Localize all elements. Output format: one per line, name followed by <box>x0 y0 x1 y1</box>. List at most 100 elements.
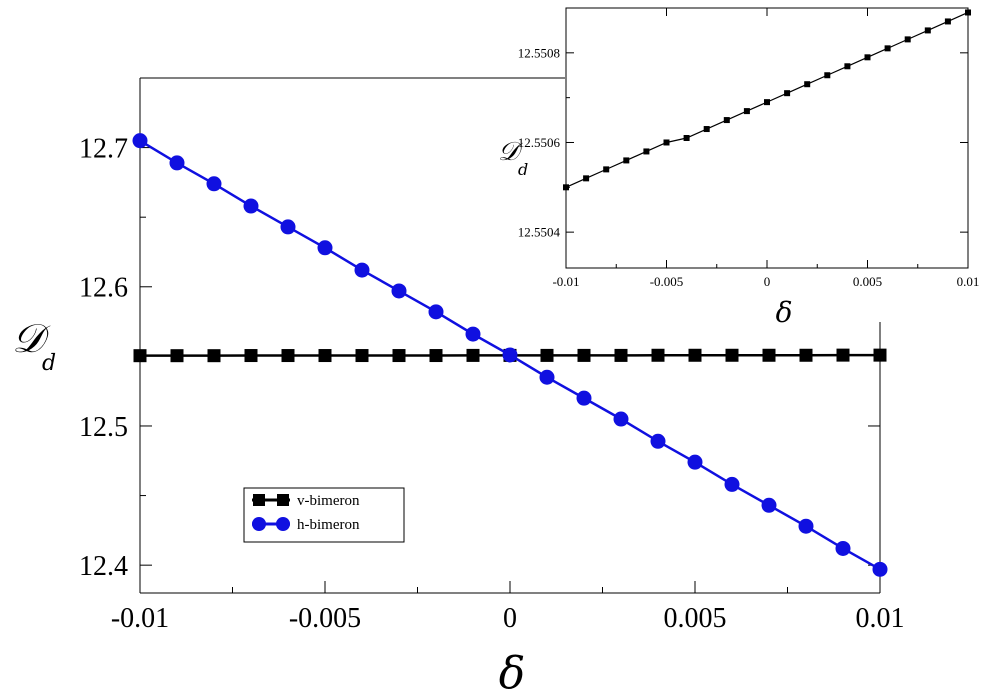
main-series <box>132 133 888 577</box>
data-point <box>429 349 443 363</box>
data-point <box>835 540 851 556</box>
data-point <box>603 166 610 173</box>
data-point <box>784 90 791 97</box>
data-point <box>563 184 569 191</box>
data-point <box>761 497 777 513</box>
x-tick-label: -0.01 <box>111 603 169 634</box>
legend-swatch-circle <box>252 517 266 531</box>
data-point <box>924 27 931 34</box>
legend-swatch-circle <box>276 517 290 531</box>
data-point <box>683 135 690 141</box>
y-tick-label: 12.5506 <box>518 135 561 150</box>
data-point <box>663 139 670 146</box>
data-point <box>540 348 554 362</box>
data-point <box>539 369 555 385</box>
legend-box <box>243 487 405 543</box>
main-ticks <box>139 77 881 593</box>
y-tick-label: 12.5 <box>79 412 128 443</box>
data-point <box>884 45 891 52</box>
data-point <box>132 133 148 149</box>
y-tick-label: 12.4 <box>79 551 128 582</box>
legend-entry-v-bimeron: v-bimeron <box>252 493 360 509</box>
data-point <box>206 176 222 192</box>
data-point <box>170 349 184 363</box>
main-tick-labels: -0.01 -0.005 0 0.005 0.01 12.4 12.5 12.6 12.7 <box>79 133 905 634</box>
legend-swatch-square <box>277 494 289 506</box>
data-point <box>725 348 739 362</box>
data-point <box>764 99 770 106</box>
main-x-axis-title: δ <box>499 648 526 696</box>
data-point <box>723 117 730 124</box>
data-point <box>317 240 333 256</box>
inset-tick-labels: -0.01 -0.005 0 0.005 0.01 12.5504 12.5506 12.55… <box>518 45 980 289</box>
x-tick-label: 0 <box>764 274 771 289</box>
x-tick-label: 0.01 <box>856 603 905 634</box>
data-point <box>650 433 666 449</box>
x-tick-label: 0.01 <box>957 274 980 289</box>
data-point <box>798 518 814 534</box>
data-point <box>428 304 444 320</box>
inset-ticks <box>565 7 969 268</box>
data-point <box>280 219 296 235</box>
data-point <box>836 348 850 362</box>
data-point <box>623 157 630 164</box>
y-tick-label: 12.7 <box>79 133 128 164</box>
data-point <box>873 348 887 362</box>
data-point <box>318 349 332 363</box>
data-point <box>944 18 951 25</box>
x-tick-label: 0 <box>503 603 517 634</box>
data-point <box>281 349 295 363</box>
data-point <box>703 126 710 133</box>
x-tick-label: -0.005 <box>650 274 684 289</box>
y-tick-label: 12.5508 <box>518 45 560 60</box>
data-point <box>688 348 702 362</box>
data-point <box>643 148 650 155</box>
legend: v-bimeron h-bimeron <box>243 487 405 543</box>
data-point <box>392 349 406 363</box>
data-point <box>244 349 258 363</box>
data-point <box>576 390 592 406</box>
data-point <box>687 454 703 470</box>
data-point <box>502 347 518 363</box>
data-point <box>844 63 851 70</box>
data-point <box>577 348 591 362</box>
inset-x-axis-title: δ <box>776 296 793 329</box>
inset-background <box>566 8 968 268</box>
main-y-axis-subscript: d <box>42 351 56 376</box>
data-point <box>583 175 590 182</box>
legend-label: h-bimeron <box>297 517 360 533</box>
data-point <box>872 561 888 577</box>
data-point <box>391 283 407 299</box>
legend-swatch-square <box>253 494 265 506</box>
x-tick-label: -0.005 <box>289 603 361 634</box>
data-point <box>864 54 871 61</box>
y-tick-label: 12.5504 <box>518 225 561 240</box>
data-point <box>207 349 221 363</box>
data-point <box>466 348 480 362</box>
inset-y-axis-subscript: d <box>518 160 528 179</box>
data-point <box>904 36 911 43</box>
inset-series <box>563 9 971 191</box>
data-point <box>133 349 147 363</box>
data-point <box>614 348 628 362</box>
data-point <box>465 326 481 342</box>
data-point <box>824 72 831 79</box>
data-point <box>724 476 740 492</box>
data-point <box>804 81 811 88</box>
data-point <box>243 198 259 214</box>
data-point <box>169 155 185 171</box>
inset-chart: -0.01 -0.005 0 0.005 0.01 12.5504 12.5506 12.55… <box>498 7 980 329</box>
y-tick-label: 12.6 <box>79 273 128 304</box>
x-tick-label: 0.005 <box>664 603 727 634</box>
legend-entry-h-bimeron: h-bimeron <box>252 517 360 533</box>
x-tick-label: 0.005 <box>853 274 882 289</box>
x-tick-label: -0.01 <box>552 274 579 289</box>
data-point <box>799 348 813 362</box>
data-point <box>762 348 776 362</box>
data-point <box>355 349 369 363</box>
data-point <box>965 9 971 16</box>
legend-label: v-bimeron <box>297 493 360 509</box>
data-point <box>743 108 750 115</box>
